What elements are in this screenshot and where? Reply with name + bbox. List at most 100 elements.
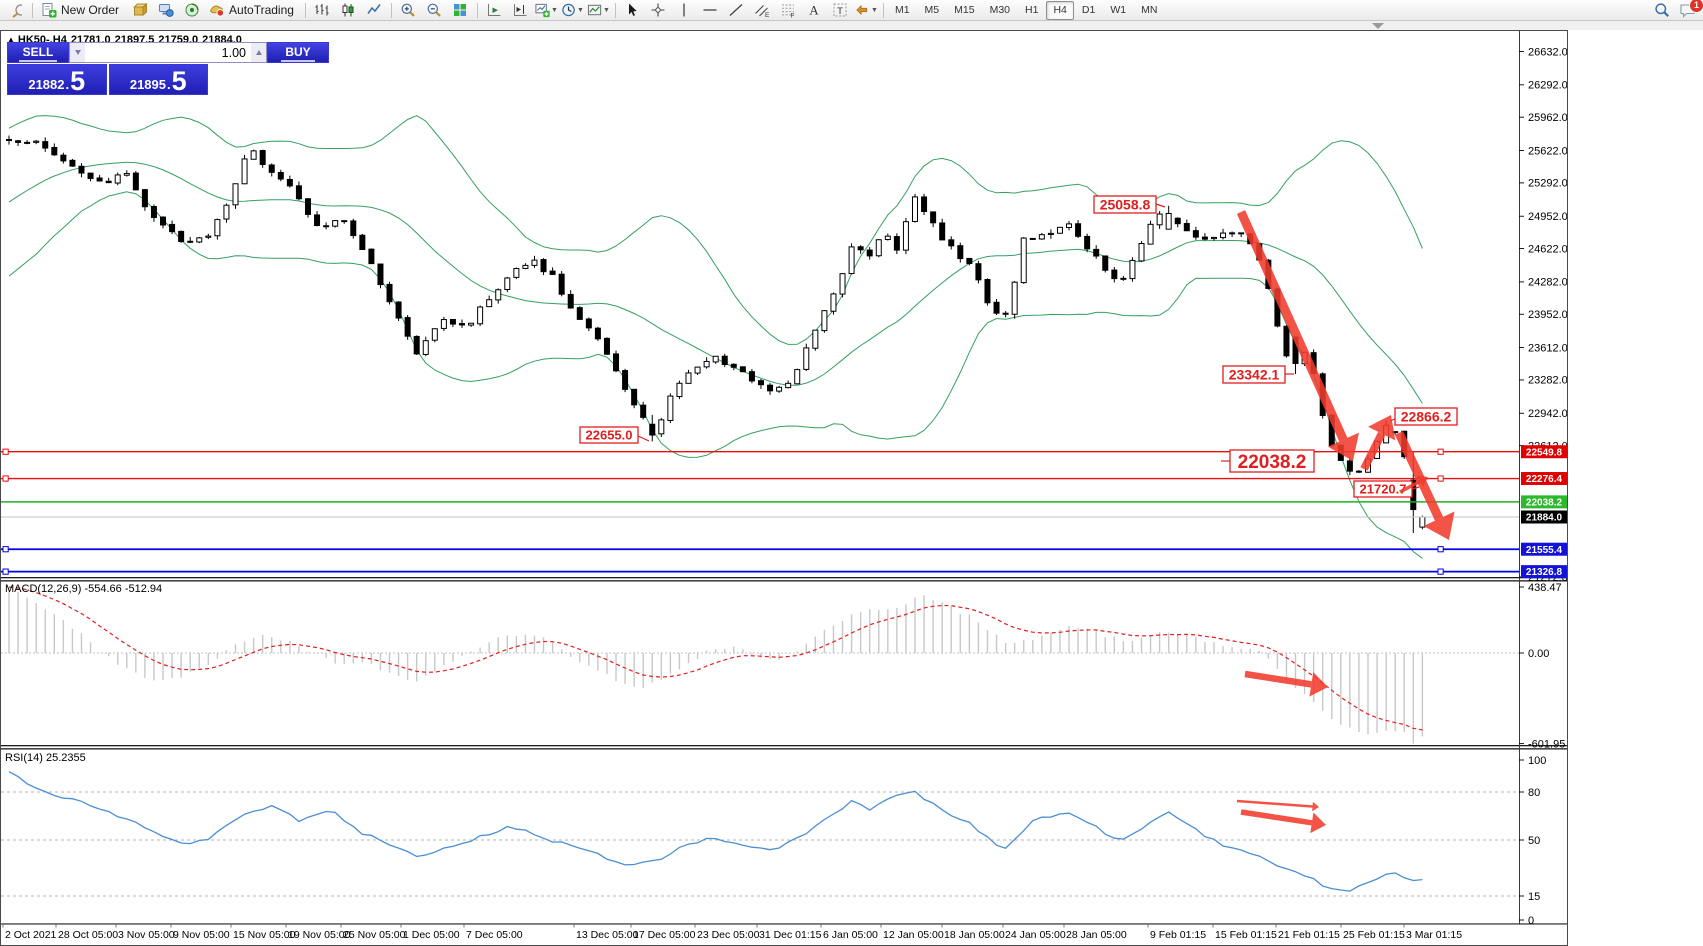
timeframe-h1[interactable]: H1 bbox=[1025, 3, 1039, 16]
candlestick-mode-icon[interactable] bbox=[336, 0, 361, 20]
line-handle[interactable] bbox=[2, 448, 9, 455]
arrows-shapes-icon[interactable]: ▼ bbox=[854, 0, 879, 20]
panel-separator[interactable] bbox=[1, 748, 1567, 750]
fibonacci-icon[interactable]: F bbox=[776, 0, 801, 20]
time-tick-label: 23 Dec 05:00 bbox=[697, 929, 760, 941]
candle-body bbox=[1238, 232, 1245, 235]
dock-triangle-icon bbox=[1372, 23, 1384, 29]
candlestick-series bbox=[6, 135, 1426, 534]
dropdown-caret-icon: ▼ bbox=[551, 6, 558, 14]
autotrading-button[interactable]: AutoTrading bbox=[205, 0, 301, 21]
volume-increase-button[interactable] bbox=[251, 43, 266, 62]
timeframe-m5[interactable]: M5 bbox=[924, 3, 940, 16]
auto-scroll-icon[interactable] bbox=[482, 0, 507, 20]
sell-button-label: SELL bbox=[18, 43, 58, 62]
candle-body bbox=[150, 206, 157, 218]
trend-arrow-4[interactable] bbox=[1399, 479, 1421, 494]
horizontal-line-icon[interactable] bbox=[698, 0, 723, 20]
annotation-box-21720.7[interactable] bbox=[1353, 480, 1413, 498]
candle-body bbox=[585, 318, 592, 329]
data-window-icon[interactable] bbox=[153, 0, 178, 20]
candle-body bbox=[513, 268, 520, 278]
cursor-icon[interactable] bbox=[620, 0, 645, 20]
annotation-box-22866.2[interactable] bbox=[1394, 407, 1458, 426]
candle-body bbox=[314, 214, 321, 227]
annotation-box-23342.1[interactable] bbox=[1222, 365, 1286, 384]
templates-icon[interactable]: ▼ bbox=[586, 0, 611, 20]
candle-body bbox=[1047, 232, 1054, 235]
search-icon[interactable] bbox=[1649, 0, 1674, 20]
time-tick-label: 19 Nov 05:00 bbox=[288, 929, 351, 941]
timeframe-w1[interactable]: W1 bbox=[1110, 3, 1127, 16]
new-order-button[interactable]: New Order bbox=[37, 0, 126, 21]
periods-icon[interactable]: ▼ bbox=[560, 0, 585, 20]
price-scale[interactable]: 26632.0 26292.0 25962.0 25622.0 25292.0 24952… bbox=[1, 31, 1567, 927]
trend-arrow-1[interactable] bbox=[1236, 210, 1348, 442]
macd-arrow[interactable] bbox=[1244, 670, 1312, 688]
timeframe-m1[interactable]: M1 bbox=[894, 3, 910, 16]
zoom-out-icon[interactable] bbox=[422, 0, 447, 20]
chart-window-icon[interactable] bbox=[3, 0, 28, 20]
buy-button[interactable]: BUY bbox=[267, 42, 329, 63]
equidistant-channel-icon[interactable]: E bbox=[750, 0, 775, 20]
candle-body bbox=[1075, 223, 1082, 237]
line-handle[interactable] bbox=[2, 546, 9, 553]
line-chart-mode-icon[interactable] bbox=[362, 0, 387, 20]
chart-canvas[interactable]: MACD(12,26,9) -554.66 -512.94 RSI(14) 25.… bbox=[1, 31, 1567, 945]
tile-windows-icon[interactable] bbox=[448, 0, 473, 20]
new-chart-icon[interactable]: ▼ bbox=[534, 0, 559, 20]
vertical-line-icon[interactable] bbox=[672, 0, 697, 20]
rsi-arrow-1[interactable] bbox=[1236, 799, 1313, 808]
candle-body bbox=[141, 189, 148, 208]
candle-body bbox=[594, 327, 601, 340]
price-tag-21555.4 bbox=[1521, 542, 1567, 556]
line-handle[interactable] bbox=[1437, 448, 1444, 455]
triangle-down-icon bbox=[74, 50, 81, 55]
panel-separator[interactable] bbox=[1, 580, 1567, 582]
candle-body bbox=[1229, 232, 1236, 235]
line-handle[interactable] bbox=[2, 475, 9, 482]
timeframe-mn[interactable]: MN bbox=[1141, 3, 1158, 16]
candle-body bbox=[459, 323, 465, 326]
timeframe-m15[interactable]: M15 bbox=[954, 3, 975, 16]
sell-button[interactable]: SELL bbox=[7, 42, 69, 63]
bar-chart-mode-icon[interactable] bbox=[310, 0, 335, 20]
trend-arrows[interactable] bbox=[1236, 210, 1455, 540]
annotation-box-25058.8[interactable] bbox=[1093, 195, 1157, 214]
line-handle[interactable] bbox=[1437, 568, 1444, 575]
line-handle[interactable] bbox=[2, 568, 9, 575]
trend-arrow-2[interactable] bbox=[1360, 431, 1386, 471]
trendline-icon[interactable] bbox=[724, 0, 749, 20]
volume-decrease-button[interactable] bbox=[70, 43, 85, 62]
candle-body bbox=[1165, 212, 1172, 230]
annotation-box-22038.2[interactable] bbox=[1229, 449, 1315, 473]
time-tick-label: 21 Feb 01:15 bbox=[1278, 929, 1340, 941]
timeframe-h4[interactable]: H4 bbox=[1046, 0, 1074, 20]
timeframe-m30[interactable]: M30 bbox=[989, 3, 1011, 16]
candle-body bbox=[1419, 516, 1426, 528]
svg-text:T: T bbox=[838, 6, 844, 17]
chart-shift-icon[interactable] bbox=[508, 0, 533, 20]
signals-icon[interactable] bbox=[179, 0, 204, 20]
panel-separator[interactable] bbox=[1, 745, 1567, 747]
triangle-up-icon bbox=[255, 50, 262, 55]
line-handle[interactable] bbox=[1437, 546, 1444, 553]
annotations[interactable]: 25058.8 23342.1 22866.2 22655.0 22038.2 21720… bbox=[579, 195, 1458, 498]
chat-notifications-icon[interactable]: 1 bbox=[1675, 0, 1703, 20]
text-icon[interactable]: A bbox=[802, 0, 827, 20]
volume-input[interactable] bbox=[85, 43, 251, 62]
text-label-icon[interactable]: T bbox=[828, 0, 853, 20]
line-handle[interactable] bbox=[1437, 475, 1444, 482]
annotation-box-22655.0[interactable] bbox=[579, 426, 639, 444]
time-scale[interactable]: 2 Oct 2021 28 Oct 05:00 3 Nov 05:009 Nov 0… bbox=[2, 924, 1462, 941]
rsi-arrow-2[interactable] bbox=[1240, 809, 1313, 826]
rsi-line bbox=[8, 771, 1423, 892]
panel-separator[interactable] bbox=[1, 577, 1567, 579]
timeframe-d1[interactable]: D1 bbox=[1081, 3, 1096, 16]
buy-price[interactable]: 21895. 5 bbox=[108, 64, 208, 95]
rsi-tick-label: 50 bbox=[1528, 835, 1540, 847]
sell-price[interactable]: 21882. 5 bbox=[7, 64, 107, 95]
market-watch-icon[interactable] bbox=[127, 0, 152, 20]
zoom-in-icon[interactable] bbox=[396, 0, 421, 20]
crosshair-icon[interactable] bbox=[646, 0, 671, 20]
